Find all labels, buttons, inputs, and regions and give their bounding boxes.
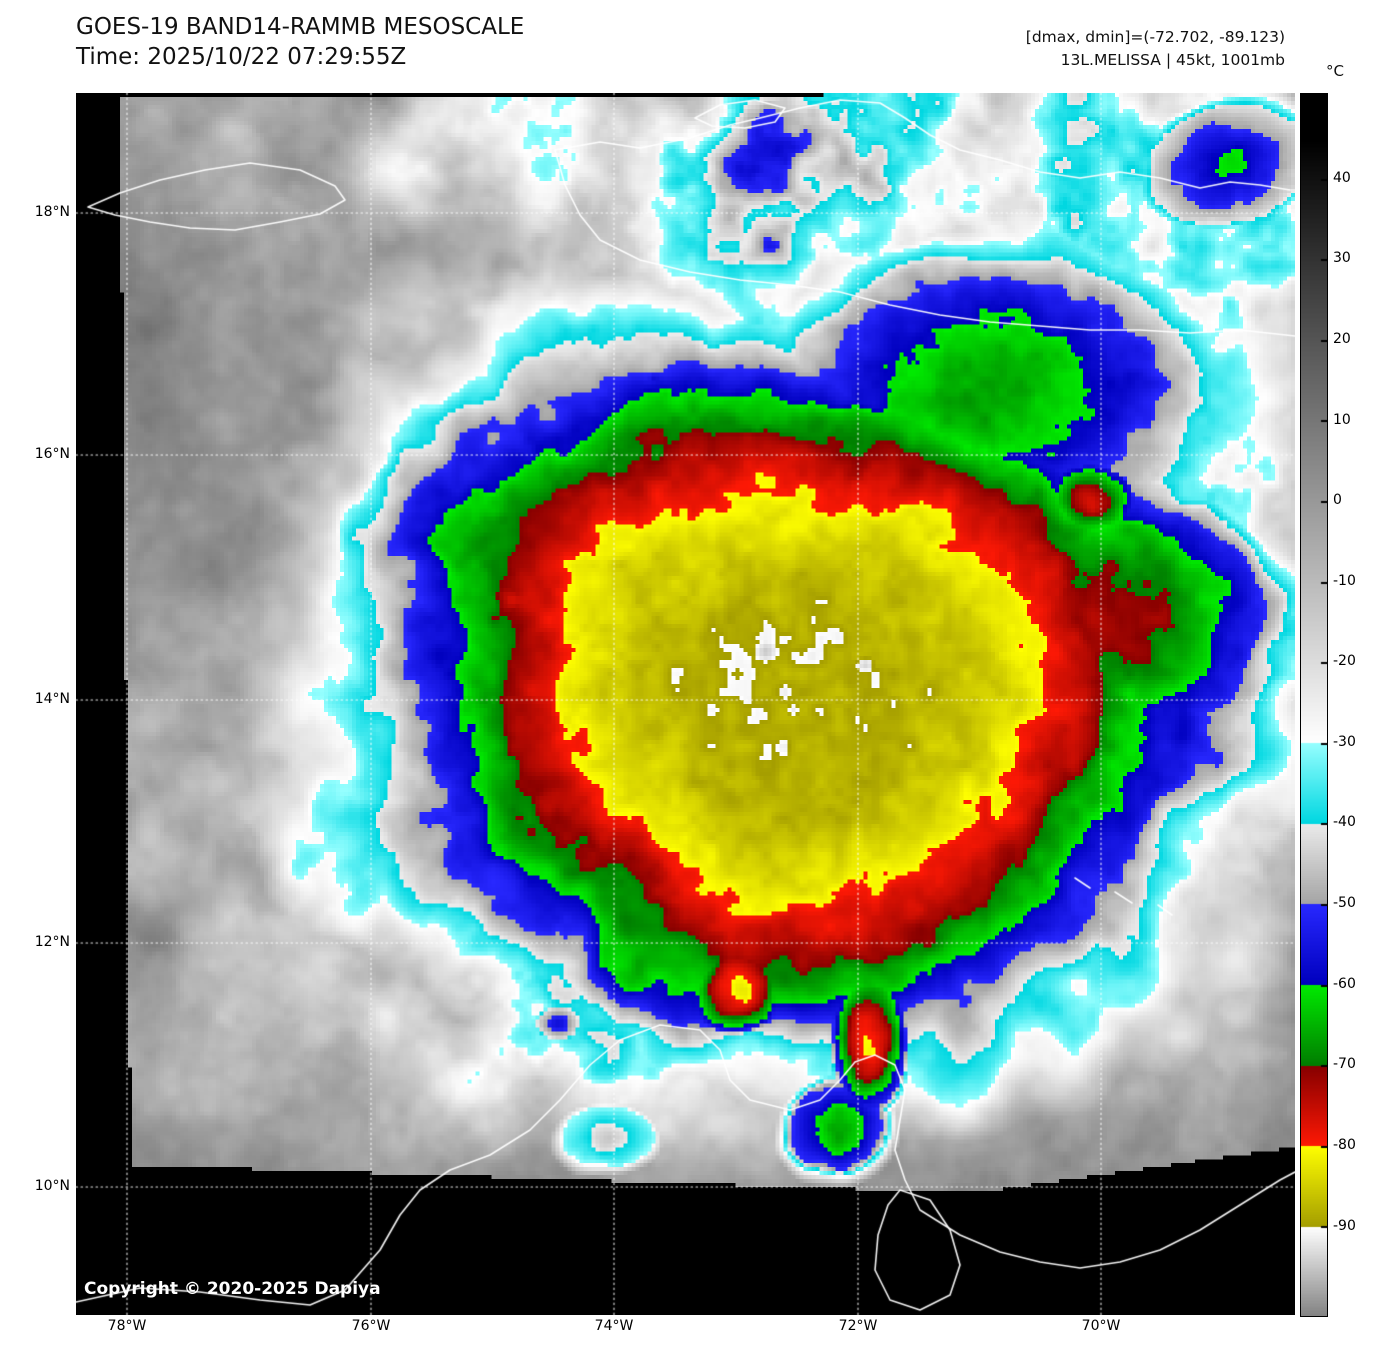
colorbar-tick-m30: -30 (1333, 734, 1356, 750)
lat-label-14n: 14°N (34, 691, 70, 707)
colorbar-tick-m20: -20 (1333, 653, 1356, 669)
lon-label-72w: 72°W (838, 1318, 878, 1334)
lat-label-16n: 16°N (34, 446, 70, 462)
header-right: [dmax, dmin]=(-72.702, -89.123) 13L.MELI… (1026, 26, 1285, 72)
colorbar-tick-0: 0 (1333, 492, 1342, 508)
header-left: GOES-19 BAND14-RAMMB MESOSCALE Time: 202… (76, 12, 524, 72)
lon-label-74w: 74°W (594, 1318, 634, 1334)
copyright-text: Copyright © 2020-2025 Dapiya (84, 1279, 381, 1299)
colorbar-tick-20: 20 (1333, 331, 1351, 347)
colorbar-tick-10: 10 (1333, 412, 1351, 428)
map-plot-area: Copyright © 2020-2025 Dapiya (76, 93, 1295, 1315)
colorbar-tick-m80: -80 (1333, 1137, 1356, 1153)
timestamp: Time: 2025/10/22 07:29:55Z (76, 44, 407, 70)
colorbar-canvas (1300, 93, 1328, 1317)
dmax-dmin-readout: [dmax, dmin]=(-72.702, -89.123) (1025, 28, 1285, 46)
colorbar-tick-30: 30 (1333, 250, 1351, 266)
lat-label-12n: 12°N (34, 934, 70, 950)
lon-label-76w: 76°W (351, 1318, 391, 1334)
colorbar-tick-m90: -90 (1333, 1218, 1356, 1234)
colorbar-tick-m40: -40 (1333, 814, 1356, 830)
lon-label-70w: 70°W (1081, 1318, 1121, 1334)
colorbar-tick-m10: -10 (1333, 573, 1356, 589)
lat-label-10n: 10°N (34, 1178, 70, 1194)
lon-label-78w: 78°W (107, 1318, 147, 1334)
product-title: GOES-19 BAND14-RAMMB MESOSCALE (76, 14, 525, 40)
coastline-grid-overlay-canvas (76, 93, 1295, 1315)
colorbar-tick-40: 40 (1333, 170, 1351, 186)
storm-info: 13L.MELISSA | 45kt, 1001mb (1060, 51, 1285, 69)
colorbar-unit-label: °C (1326, 62, 1344, 80)
lat-label-18n: 18°N (34, 204, 70, 220)
colorbar-tick-m60: -60 (1333, 976, 1356, 992)
colorbar-tick-m50: -50 (1333, 895, 1356, 911)
colorbar-tick-m70: -70 (1333, 1056, 1356, 1072)
